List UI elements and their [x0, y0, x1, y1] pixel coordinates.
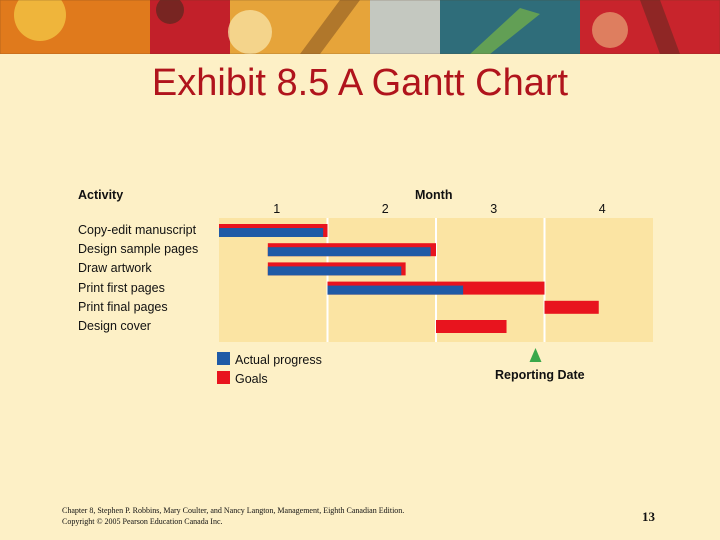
activity-label: Print first pages: [78, 280, 165, 295]
slide-title: Exhibit 8.5 A Gantt Chart: [151, 62, 569, 104]
activity-label: Design sample pages: [78, 242, 199, 257]
activity-label: Design cover: [78, 319, 151, 333]
actual-bar: [327, 285, 464, 295]
month-tick-label: 1: [273, 202, 281, 216]
actual-bar: [267, 266, 402, 276]
footer-line-1: Chapter 8, Stephen P. Robbins, Mary Coul…: [62, 506, 405, 515]
actual-bar: [219, 228, 324, 237]
x-axis-label: Month: [415, 188, 453, 202]
legend-actual-swatch: [217, 352, 230, 365]
month-tick-label: 4: [598, 202, 606, 216]
page-number: 13: [642, 509, 655, 524]
footer-citation: Chapter 8, Stephen P. Robbins, Mary Coul…: [62, 505, 404, 527]
legend-goal-swatch: [217, 371, 230, 384]
month-tick-label: 2: [381, 202, 389, 216]
legend-actual-label: Actual progress: [235, 353, 322, 367]
goal-bar: [544, 300, 599, 314]
activity-label: Copy-edit manuscript: [78, 223, 197, 237]
goal-bar: [436, 320, 507, 333]
activity-label: Print final pages: [78, 299, 168, 314]
legend-goal-label: Goals: [235, 372, 268, 386]
reporting-date-marker: [529, 348, 542, 362]
month-tick-label: 3: [490, 202, 498, 216]
activity-label: Draw artwork: [78, 261, 152, 276]
decorative-banner: [0, 0, 720, 54]
y-axis-label: Activity: [78, 188, 124, 202]
footer-line-2: Copyright © 2005 Pearson Education Canad…: [62, 517, 223, 526]
reporting-date-label: Reporting Date: [495, 368, 585, 382]
actual-bar: [267, 247, 431, 257]
